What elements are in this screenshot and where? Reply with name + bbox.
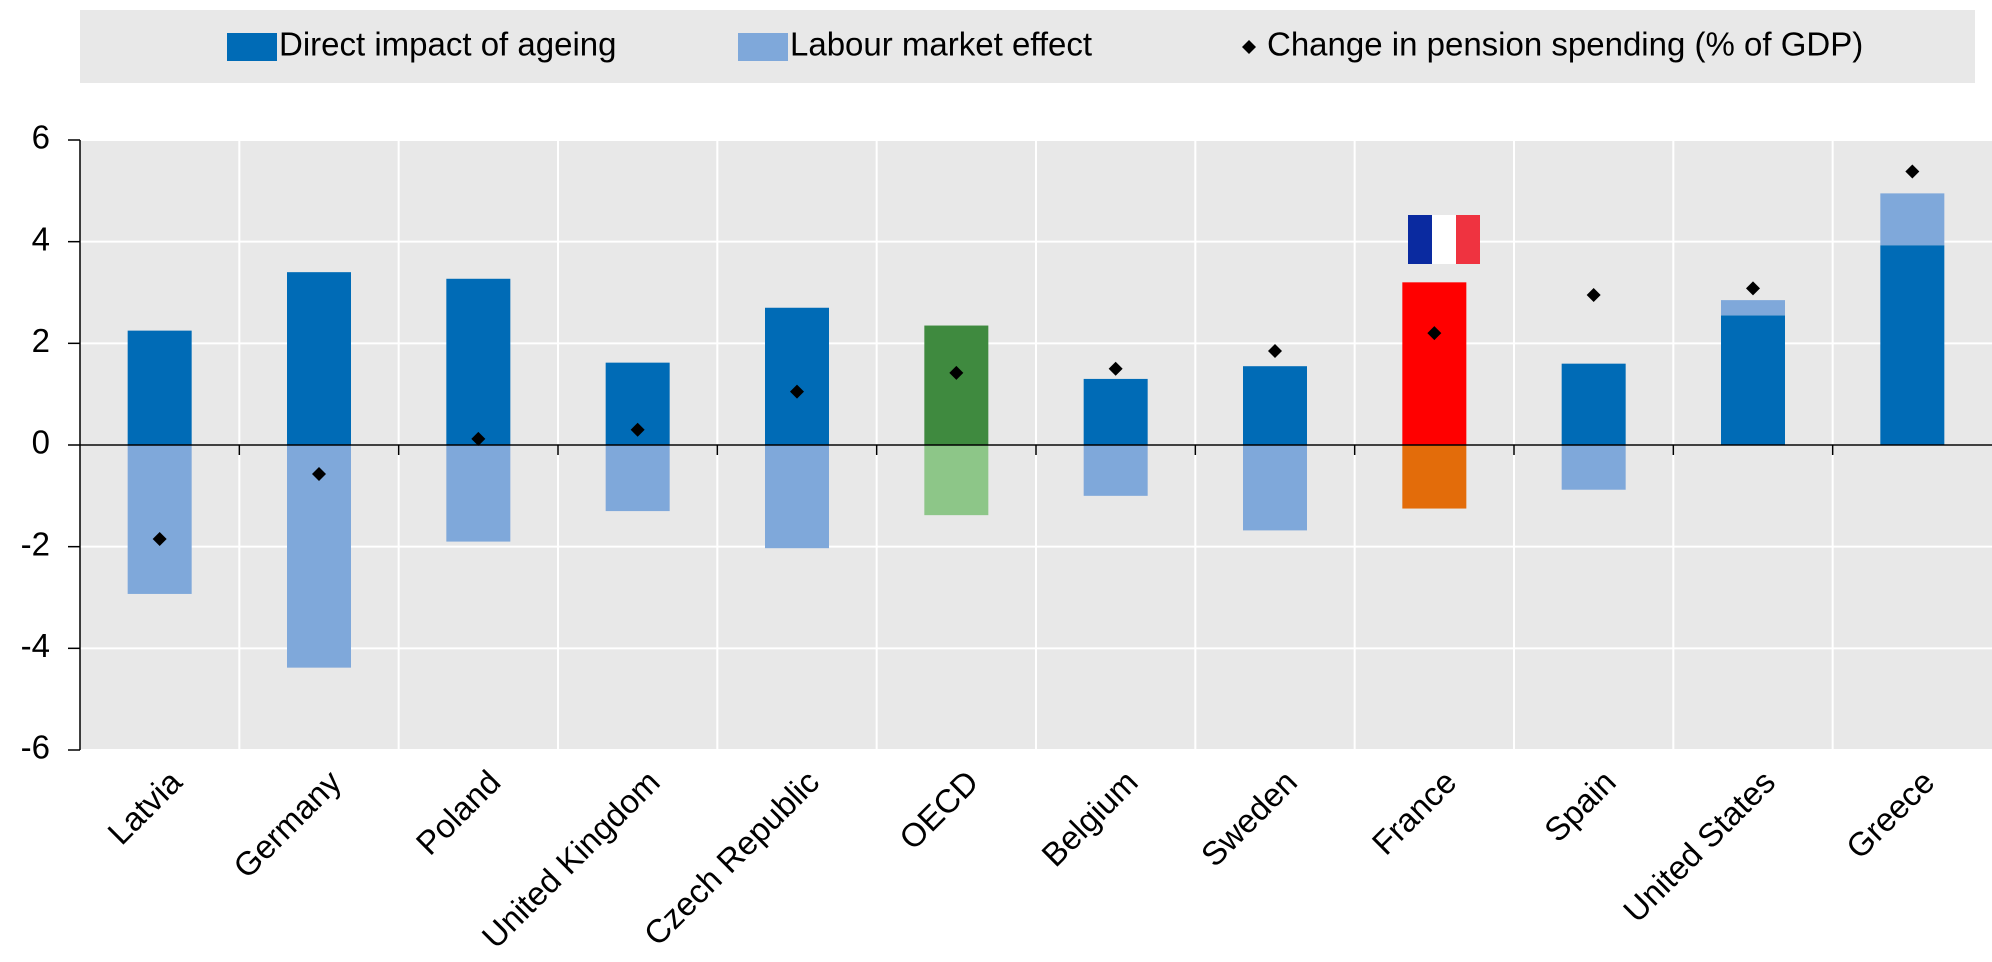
x-tick-label: Czech Republic: [637, 763, 827, 953]
x-tick-label: Spain: [1537, 763, 1623, 849]
bar: [1561, 445, 1626, 490]
bar: [765, 445, 829, 549]
x-tick-label: Sweden: [1194, 763, 1304, 873]
x-tick-label: Germany: [226, 763, 348, 885]
bar: [1243, 366, 1307, 445]
bar: [1721, 300, 1785, 316]
y-tick-label: 0: [32, 424, 50, 461]
flag-stripe: [1432, 215, 1456, 264]
bar: [127, 330, 192, 445]
bar: [1880, 193, 1945, 246]
marker: [1746, 281, 1760, 296]
legend-swatch: [738, 33, 788, 61]
bar: [924, 325, 989, 445]
marker: [1268, 343, 1282, 358]
bar: [1721, 315, 1785, 445]
legend-marker: [1242, 40, 1256, 54]
bar: [1561, 363, 1626, 445]
marker: [1905, 164, 1920, 179]
marker: [790, 384, 804, 399]
marker: [630, 422, 645, 437]
flag-stripe: [1408, 215, 1432, 264]
marker: [1427, 326, 1442, 341]
x-tick-label: OECD: [892, 763, 986, 857]
marker: [1586, 288, 1601, 303]
x-tick-label: Latvia: [100, 762, 189, 851]
y-tick-label: -4: [21, 627, 50, 664]
bar: [924, 445, 989, 516]
x-tick-label: Poland: [409, 763, 508, 862]
y-tick-label: 6: [32, 119, 50, 156]
y-tick-label: -2: [21, 525, 50, 562]
y-tick-label: -6: [21, 729, 50, 766]
bar: [1083, 378, 1148, 445]
bar: [287, 445, 351, 668]
bar: [765, 307, 829, 445]
bar: [1083, 445, 1148, 496]
marker: [949, 365, 964, 380]
marker: [152, 532, 167, 547]
bar: [127, 445, 192, 594]
marker: [1108, 361, 1123, 376]
bar: [1880, 245, 1945, 445]
marker: [312, 466, 326, 481]
flag-stripe: [1456, 215, 1480, 264]
y-tick-label: 2: [32, 322, 50, 359]
bar: [287, 272, 351, 445]
marker: [471, 431, 486, 446]
legend-swatch: [227, 33, 277, 61]
legend-label: Labour market effect: [790, 26, 1092, 63]
bar: [446, 278, 511, 445]
bar: [605, 445, 670, 512]
y-tick-label: 4: [32, 220, 50, 257]
legend-label: Change in pension spending (% of GDP): [1267, 26, 1863, 63]
x-tick-label: United States: [1616, 763, 1782, 929]
bar: [1402, 282, 1467, 445]
bar: [1402, 445, 1467, 509]
legend-label: Direct impact of ageing: [279, 26, 617, 63]
bar: [446, 445, 511, 542]
legend-box: [80, 10, 1975, 83]
x-tick-label: France: [1365, 763, 1464, 862]
bar: [1243, 445, 1307, 531]
x-tick-label: Greece: [1839, 763, 1942, 866]
x-tick-label: Belgium: [1034, 763, 1144, 873]
